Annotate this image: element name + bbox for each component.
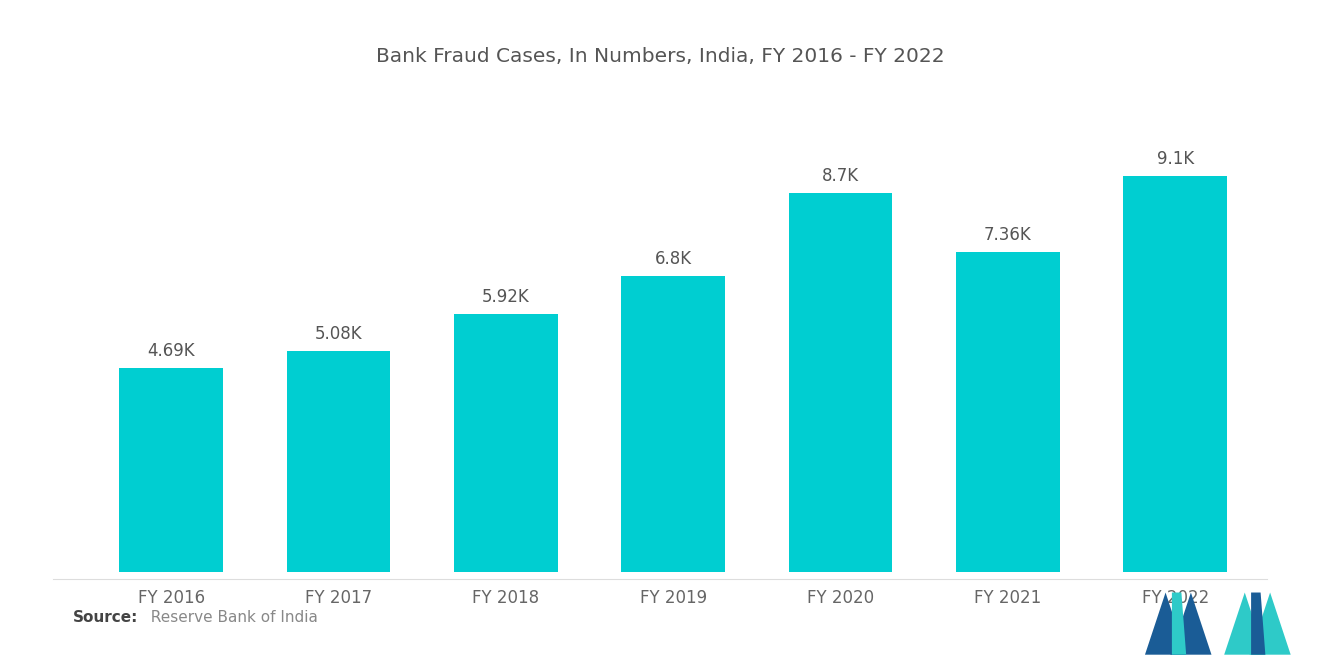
Bar: [622, 276, 725, 572]
Text: Source:: Source:: [73, 610, 139, 625]
Polygon shape: [1144, 593, 1187, 654]
Polygon shape: [1172, 593, 1187, 654]
Bar: [286, 350, 391, 572]
Text: Bank Fraud Cases, In Numbers, India, FY 2016 - FY 2022: Bank Fraud Cases, In Numbers, India, FY …: [376, 47, 944, 66]
Bar: [956, 251, 1060, 572]
Text: 6.8K: 6.8K: [655, 250, 692, 268]
Text: 8.7K: 8.7K: [822, 168, 859, 186]
Text: 4.69K: 4.69K: [148, 342, 195, 360]
Polygon shape: [1171, 593, 1212, 654]
Polygon shape: [1251, 593, 1266, 654]
Text: Reserve Bank of India: Reserve Bank of India: [141, 610, 318, 625]
Bar: [454, 315, 558, 572]
Bar: [788, 194, 892, 572]
Text: 9.1K: 9.1K: [1156, 150, 1193, 168]
Text: 5.92K: 5.92K: [482, 289, 529, 307]
Bar: [1123, 176, 1228, 572]
Bar: [119, 368, 223, 572]
Polygon shape: [1250, 593, 1291, 654]
Text: 7.36K: 7.36K: [983, 225, 1032, 243]
Polygon shape: [1224, 593, 1266, 654]
Text: 5.08K: 5.08K: [314, 325, 363, 343]
